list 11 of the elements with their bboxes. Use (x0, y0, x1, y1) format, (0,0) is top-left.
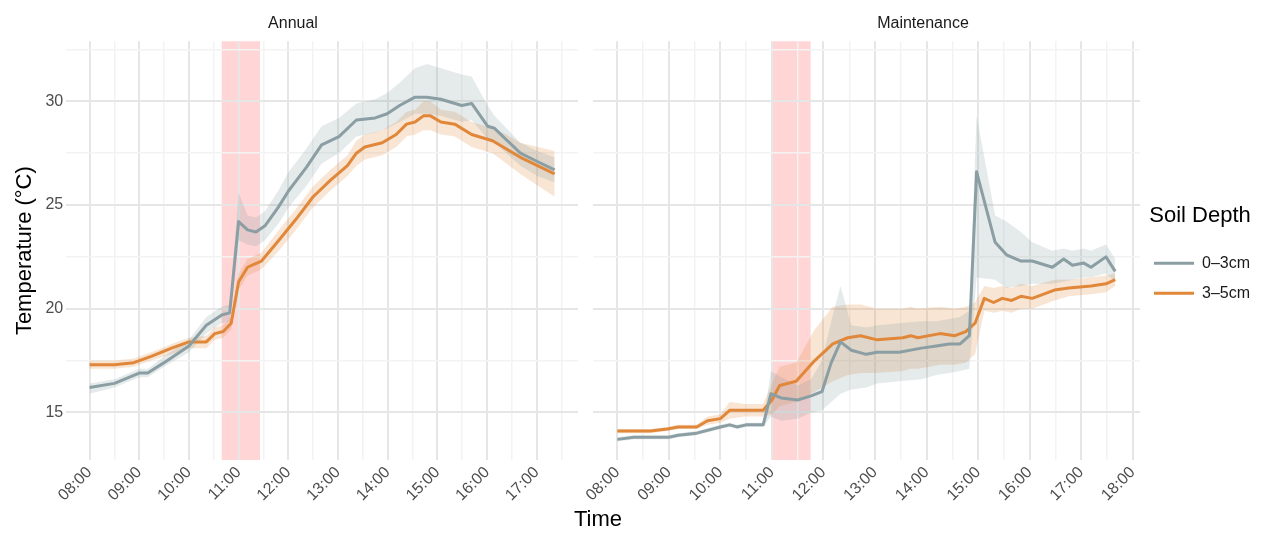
chart-title: Maintenance (877, 14, 969, 32)
y-tick-label: 20 (45, 299, 64, 317)
y-tick-label: 15 (45, 402, 64, 420)
legend-label: 3–5cm (1201, 283, 1251, 301)
x-axis-title: Time (572, 506, 624, 532)
legend-label: 0–3cm (1201, 253, 1251, 271)
y-tick-label: 25 (45, 195, 64, 213)
chart-title: Annual (268, 14, 318, 32)
legend-title: Soil Depth (1149, 201, 1251, 227)
y-axis-title: Temperature (°C) (11, 166, 37, 336)
y-tick-label: 30 (45, 91, 64, 109)
